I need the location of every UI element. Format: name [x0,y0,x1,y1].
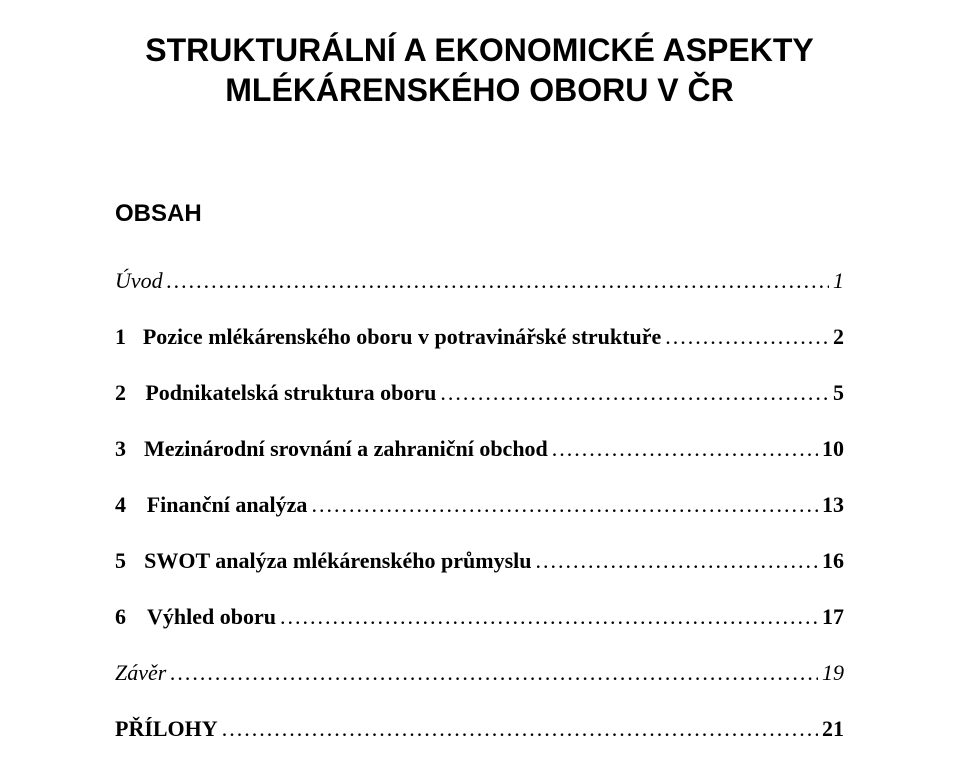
toc-item-prilohy: PŘÍLOHY 21 [115,716,844,742]
table-of-contents: Úvod 1 1 Pozice mlékárenského oboru v po… [115,268,844,742]
toc-label: Mezinárodní srovnání a zahraniční obchod [144,436,552,462]
title-line-2: MLÉKÁRENSKÉHO OBORU V ČR [115,70,844,110]
toc-leader [440,380,829,406]
toc-number: 4 [115,492,141,518]
toc-label: SWOT analýza mlékárenského průmyslu [144,548,535,574]
document-title: STRUKTURÁLNÍ A EKONOMICKÉ ASPEKTY MLÉKÁR… [115,30,844,110]
toc-leader [222,716,818,742]
toc-leader [170,660,818,686]
toc-number: 6 [115,604,141,630]
toc-page: 5 [829,380,844,406]
toc-leader [167,268,829,294]
toc-label: Úvod [115,268,167,294]
toc-heading: OBSAH [115,200,844,228]
toc-item-2: 2 Podnikatelská struktura oboru 5 [115,380,844,406]
toc-page: 16 [818,548,844,574]
toc-number: 5 [115,548,141,574]
toc-page: 10 [818,436,844,462]
toc-number: 1 [115,324,141,350]
toc-item-3: 3 Mezinárodní srovnání a zahraniční obch… [115,436,844,462]
toc-item-5: 5 SWOT analýza mlékárenského průmyslu 16 [115,548,844,574]
toc-number: 2 [115,380,141,406]
toc-label: Podnikatelská struktura oboru [145,380,440,406]
toc-page: 17 [818,604,844,630]
toc-page: 21 [818,716,844,742]
toc-label: Pozice mlékárenského oboru v potravinářs… [143,324,665,350]
toc-item-zaver: Závěr 19 [115,660,844,686]
toc-leader [535,548,818,574]
toc-page: 2 [829,324,844,350]
toc-leader [665,324,829,350]
toc-label: PŘÍLOHY [115,716,222,742]
title-line-1: STRUKTURÁLNÍ A EKONOMICKÉ ASPEKTY [115,30,844,70]
toc-label: Finanční analýza [147,492,312,518]
toc-number: 3 [115,436,141,462]
toc-label: Závěr [115,660,170,686]
toc-label: Výhled oboru [147,604,280,630]
toc-item-uvod: Úvod 1 [115,268,844,294]
toc-page: 13 [818,492,844,518]
document-page: STRUKTURÁLNÍ A EKONOMICKÉ ASPEKTY MLÉKÁR… [0,0,959,742]
toc-leader [280,604,818,630]
toc-page: 1 [829,268,844,294]
toc-leader [311,492,818,518]
toc-leader [552,436,818,462]
toc-item-6: 6 Výhled oboru 17 [115,604,844,630]
toc-page: 19 [818,660,844,686]
toc-item-1: 1 Pozice mlékárenského oboru v potraviná… [115,324,844,350]
toc-item-4: 4 Finanční analýza 13 [115,492,844,518]
